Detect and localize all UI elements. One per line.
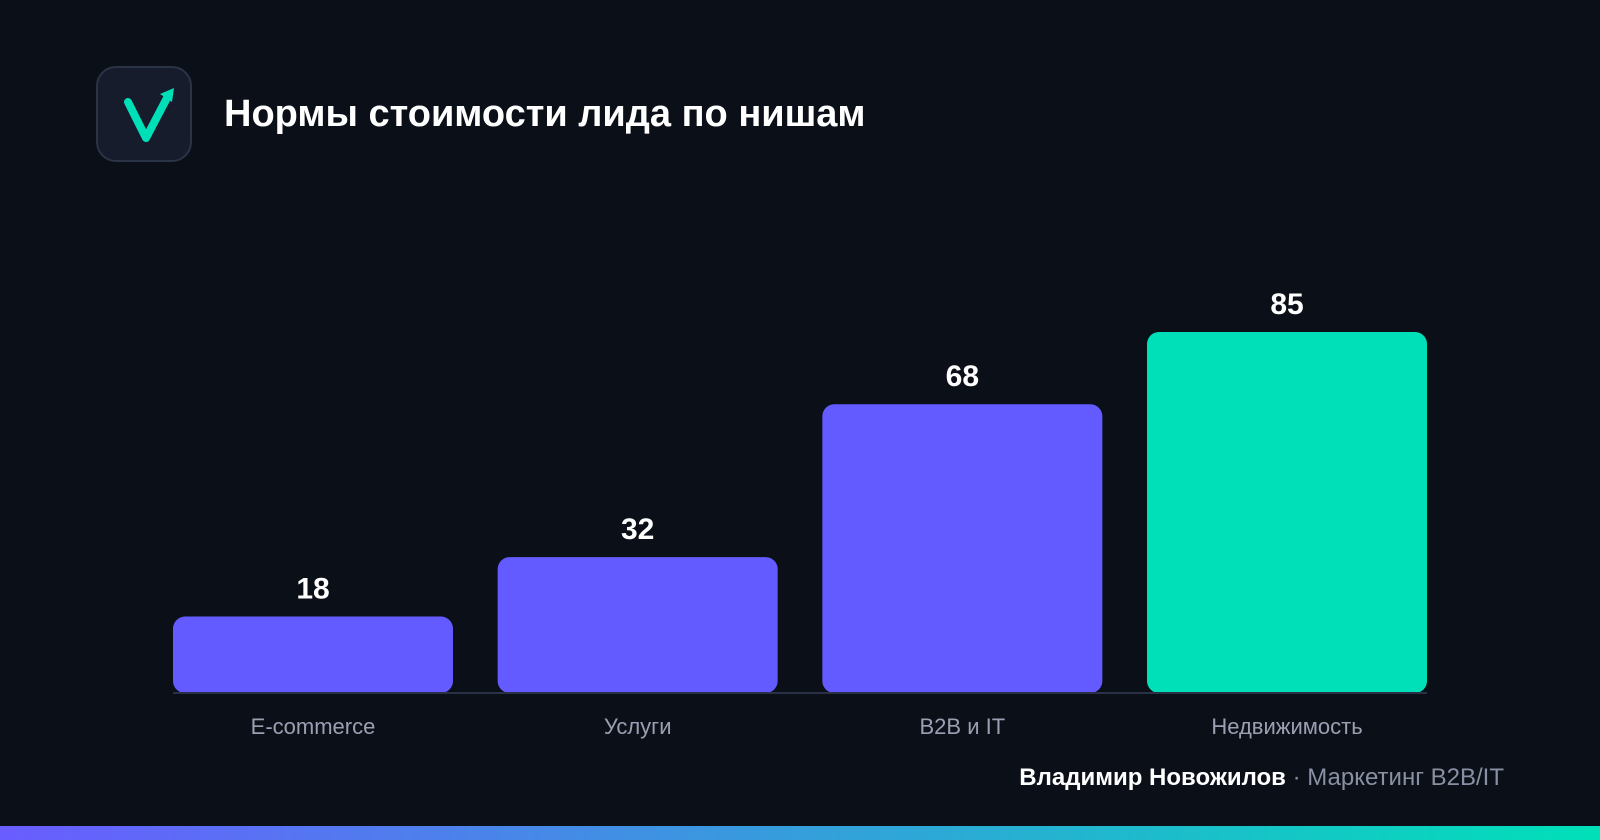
category-label-1: Услуги bbox=[604, 714, 672, 739]
author-name: Владимир Новожилов bbox=[1019, 764, 1286, 791]
labels-group: 18 E-commerce 32 Услуги 68 B2B и IT 85 Недвижим… bbox=[251, 288, 1363, 739]
bottom-gradient-bar bbox=[0, 826, 1600, 840]
data-label-3: 85 bbox=[1270, 288, 1303, 321]
checkmark-arrow-logo-icon bbox=[124, 88, 174, 142]
bars-group bbox=[173, 332, 1427, 693]
footer-credit: Владимир Новожилов · Маркетинг B2B/IT bbox=[1019, 762, 1504, 794]
footer-separator: · bbox=[1292, 764, 1301, 791]
category-label-0: E-commerce bbox=[251, 714, 376, 739]
category-label-3: Недвижимость bbox=[1211, 714, 1362, 739]
bar-1 bbox=[497, 557, 778, 693]
bar-3 bbox=[1147, 332, 1427, 693]
page-title: Нормы стоимости лида по нишам bbox=[224, 93, 866, 135]
bar-chart: 18 E-commerce 32 Услуги 68 B2B и IT 85 Недвижим… bbox=[173, 288, 1427, 739]
category-label-2: B2B и IT bbox=[920, 714, 1006, 739]
logo bbox=[96, 66, 192, 162]
bar-0 bbox=[173, 616, 453, 693]
data-label-0: 18 bbox=[296, 573, 329, 606]
data-label-1: 32 bbox=[621, 513, 654, 546]
bar-2 bbox=[822, 404, 1103, 693]
data-label-2: 68 bbox=[946, 360, 979, 393]
author-role: Маркетинг B2B/IT bbox=[1307, 764, 1504, 791]
